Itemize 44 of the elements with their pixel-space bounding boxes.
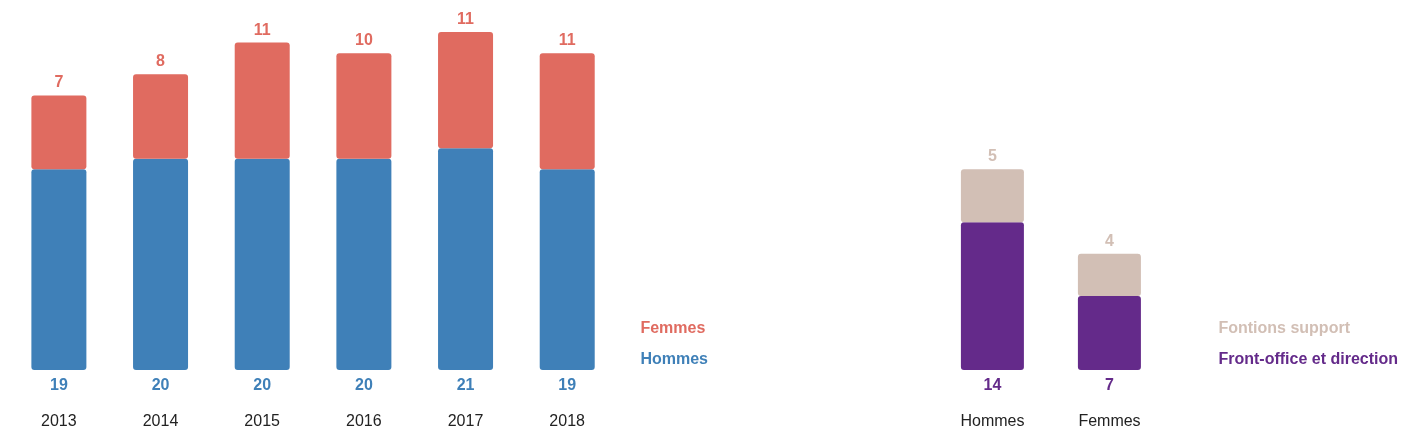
data-label: 20 — [151, 376, 170, 393]
x-tick-label: Hommes — [960, 412, 1025, 429]
x-tick-label: 2014 — [142, 412, 179, 429]
bar — [31, 95, 87, 170]
bar — [234, 158, 290, 370]
data-label: 19 — [558, 376, 577, 393]
data-label: 20 — [354, 376, 373, 393]
bar — [438, 148, 494, 370]
x-tick-label: 2017 — [447, 412, 484, 429]
x-tick-label: 2016 — [346, 412, 382, 429]
data-label: 20 — [253, 376, 272, 393]
data-label: 21 — [456, 376, 475, 393]
bar — [133, 74, 189, 159]
data-label: 14 — [983, 376, 1002, 393]
data-label: 10 — [354, 31, 373, 49]
bar — [539, 169, 595, 370]
bar — [133, 158, 189, 370]
data-label: 19 — [49, 376, 68, 393]
data-label: 11 — [457, 10, 475, 27]
x-tick-label: Femmes — [1078, 412, 1141, 429]
text: Front-office et direction — [1218, 349, 1398, 369]
text: Femmes — [640, 318, 707, 338]
text: Fontions support — [1218, 318, 1351, 338]
bar — [1077, 253, 1141, 297]
bar — [438, 32, 494, 149]
data-label: 11 — [253, 20, 271, 38]
x-tick-label: 2018 — [549, 412, 586, 429]
bar — [31, 169, 87, 370]
bar — [336, 158, 392, 370]
data-label: 11 — [558, 31, 576, 49]
x-tick-label: 2015 — [244, 412, 281, 429]
bar — [336, 53, 392, 159]
x-tick-label: 2013 — [41, 412, 77, 429]
data-label: 4 — [1104, 231, 1114, 249]
text: Hommes — [640, 349, 708, 369]
data-label: 8 — [156, 52, 166, 70]
bar — [234, 42, 290, 159]
bar — [960, 169, 1024, 223]
data-label: 5 — [987, 147, 997, 165]
bar — [539, 53, 595, 170]
data-label: 7 — [54, 73, 64, 91]
data-label: 7 — [1104, 376, 1114, 393]
bar — [1077, 296, 1141, 370]
bar — [960, 222, 1024, 370]
